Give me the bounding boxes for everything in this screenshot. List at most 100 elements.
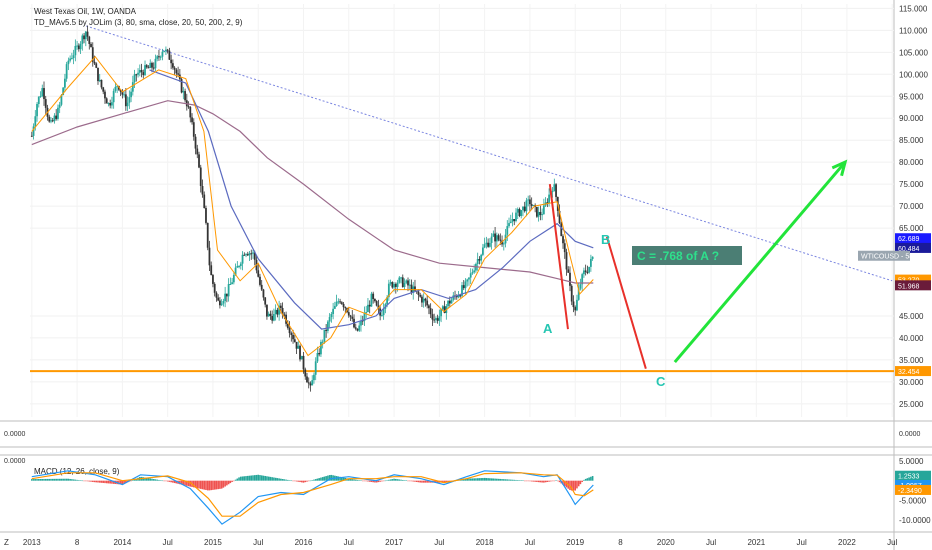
candle-body [537, 211, 540, 217]
macd-histogram-bar [421, 480, 423, 483]
candle-body [307, 382, 310, 384]
macd-histogram-bar [154, 479, 157, 481]
candle-body [400, 277, 402, 279]
price-tick-label: 70.000 [899, 202, 924, 211]
macd-histogram-bar [159, 480, 162, 481]
candle-body [365, 312, 368, 314]
macd-histogram-bar [104, 480, 106, 484]
candle-body [171, 63, 174, 68]
macd-histogram-bar [504, 479, 507, 481]
macd-histogram-bar [276, 478, 279, 481]
macd-histogram-bar [522, 480, 524, 481]
macd-histogram-bar [407, 480, 409, 482]
candle-body [306, 376, 308, 383]
macd-histogram-bar [274, 477, 277, 481]
price-badge-background [895, 274, 931, 285]
macd-histogram-bar [212, 480, 214, 490]
candle-body [93, 61, 96, 64]
macd-histogram-bar [236, 478, 239, 481]
macd-histogram-bar [314, 479, 317, 481]
candle-body [351, 316, 354, 319]
candle-body [76, 45, 78, 47]
macd-histogram-bar [69, 478, 71, 481]
candle-body [591, 256, 594, 259]
macd-histogram-bar [529, 480, 531, 482]
candle-body [407, 280, 409, 286]
macd-histogram-bar [302, 480, 305, 483]
candle-body [360, 320, 362, 326]
macd-histogram-bar [537, 480, 540, 483]
macd-histogram-bar [76, 479, 78, 481]
macd-histogram-bar [34, 479, 37, 481]
macd-histogram-bar [351, 479, 354, 481]
price-tick-label: 40.000 [899, 334, 924, 343]
candle-body [246, 254, 249, 256]
candle-body [100, 79, 103, 88]
time-tick-label: Jul [253, 538, 263, 547]
candle-body [196, 148, 199, 155]
empty-pane-2-label: 0.0000 [4, 458, 26, 465]
candle-body [135, 74, 138, 76]
candle-body [194, 136, 197, 149]
descending-trendline[interactable] [86, 25, 893, 282]
time-tick-label: 2013 [23, 538, 41, 547]
macd-histogram-bar [398, 479, 401, 481]
candle-body [225, 293, 228, 297]
candle-body [389, 282, 392, 284]
candle-body [128, 97, 131, 103]
wave-a-decline-line[interactable] [548, 184, 569, 330]
macd-histogram-bar [107, 480, 110, 484]
wave-c-projection-line[interactable] [605, 236, 647, 369]
candle-body [546, 202, 549, 204]
candle-body [316, 352, 319, 362]
candle-body [77, 45, 80, 50]
price-badge: 62.689 [895, 233, 931, 244]
candle-body [295, 341, 298, 349]
macd-histogram-bar [60, 478, 63, 481]
candle-body [513, 219, 516, 222]
macd-histogram-bar [294, 480, 296, 482]
candle-body [576, 299, 578, 311]
macd-histogram-bar [361, 480, 364, 482]
corner-label: Z [4, 538, 9, 547]
candle-body [70, 58, 73, 60]
macd-histogram-bar [476, 478, 479, 481]
candle-body [69, 58, 72, 61]
candle-body [266, 304, 268, 317]
candle-body [53, 115, 56, 122]
candle-body [229, 284, 232, 286]
candle-body [574, 307, 577, 311]
candle-body [156, 56, 159, 59]
candle-body [165, 49, 167, 52]
macd-histogram-bar [72, 479, 75, 481]
question-box-text: C = .768 of A ? [637, 249, 719, 263]
price-grid [30, 4, 894, 417]
candle-body [356, 328, 359, 331]
macd-histogram-bar [534, 480, 536, 482]
macd-histogram-bar [316, 478, 319, 481]
candle-body [492, 233, 495, 237]
price-tick-label: 35.000 [899, 356, 924, 365]
macd-histogram-bar [227, 480, 230, 485]
candle-body [340, 302, 343, 304]
candle-body [112, 90, 115, 103]
macd-histogram-bar [299, 480, 301, 483]
candle-body [387, 283, 390, 298]
candle-body [569, 272, 571, 286]
candle-body [396, 282, 399, 287]
macd-histogram-bar [532, 480, 535, 482]
candle-body [257, 270, 260, 277]
empty-pane-1-axis-label: 0.0000 [899, 431, 921, 438]
question-box[interactable]: C = .768 of A ? [632, 246, 742, 265]
candle-body [328, 317, 331, 322]
candle-body [333, 306, 336, 309]
time-tick-label: 2018 [476, 538, 494, 547]
price-badge: 32.454 [895, 366, 931, 377]
macd-badge-background [895, 470, 931, 481]
candle-body [584, 270, 587, 272]
candle-body [234, 267, 237, 275]
green-up-arrow[interactable] [673, 159, 848, 364]
candle-body [116, 86, 119, 88]
macd-histogram-bar [342, 477, 345, 481]
candle-body [541, 214, 544, 216]
